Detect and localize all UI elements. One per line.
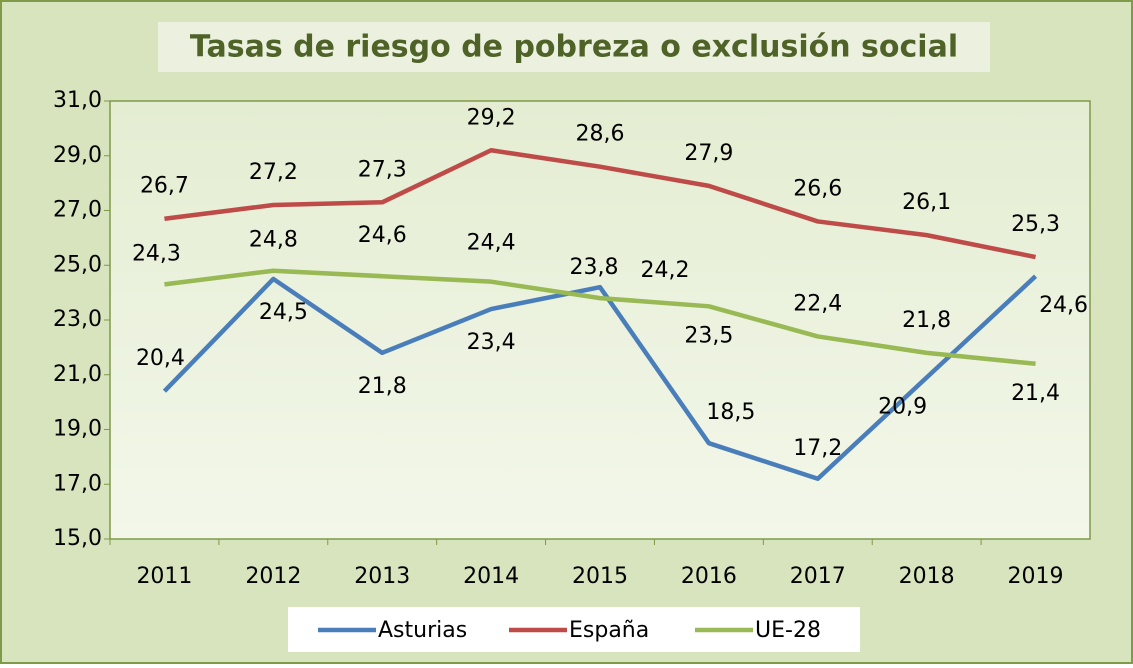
data-label: 26,1 xyxy=(902,190,951,215)
data-label: 20,9 xyxy=(878,394,927,419)
data-label: 23,8 xyxy=(570,255,619,280)
data-label: 17,2 xyxy=(793,436,842,461)
x-tick-label: 2016 xyxy=(681,564,737,589)
data-label: 24,6 xyxy=(358,223,407,248)
plot-area xyxy=(109,100,1091,540)
y-tick-label: 25,0 xyxy=(53,252,102,277)
x-tick-label: 2017 xyxy=(790,564,846,589)
data-label: 20,4 xyxy=(136,346,185,371)
data-label: 27,3 xyxy=(358,157,407,182)
data-label: 24,6 xyxy=(1039,293,1088,318)
series-line xyxy=(164,268,1036,367)
data-label: 21,8 xyxy=(902,308,951,333)
x-tick-label: 2018 xyxy=(899,564,955,589)
legend-label: Asturias xyxy=(378,618,467,643)
data-label: 29,2 xyxy=(467,105,516,130)
x-tick-label: 2014 xyxy=(463,564,519,589)
legend-label: España xyxy=(569,618,649,643)
legend-box xyxy=(288,607,860,652)
data-label: 24,3 xyxy=(132,241,181,266)
data-label: 22,4 xyxy=(793,291,842,316)
data-label: 25,3 xyxy=(1011,212,1060,237)
data-label: 27,9 xyxy=(684,141,733,166)
data-label: 24,5 xyxy=(259,300,308,325)
data-label: 21,8 xyxy=(358,374,407,399)
x-tick-label: 2011 xyxy=(136,564,192,589)
data-label: 23,4 xyxy=(467,330,516,355)
y-tick-label: 31,0 xyxy=(53,88,102,113)
data-label: 26,6 xyxy=(793,176,842,201)
y-tick-label: 29,0 xyxy=(53,143,102,168)
data-label: 21,4 xyxy=(1011,381,1060,406)
series-line xyxy=(162,274,1038,482)
y-tick-label: 19,0 xyxy=(53,417,102,442)
data-label: 27,2 xyxy=(249,160,298,185)
title-box xyxy=(158,22,990,72)
x-tick-label: 2013 xyxy=(354,564,410,589)
chart-body: 15,0 17,0 19,0 21,0 23,0 25,0 27,0 29,0 31,0 2011… xyxy=(53,88,1088,643)
y-tick-label: 21,0 xyxy=(53,362,102,387)
data-label: 24,8 xyxy=(249,228,298,253)
y-tick-label: 15,0 xyxy=(53,526,102,551)
y-tick-label: 17,0 xyxy=(53,471,102,496)
data-label: 23,5 xyxy=(684,323,733,348)
data-label: 28,6 xyxy=(576,122,625,147)
chart-title: Tasas de riesgo de pobreza o exclusión s… xyxy=(190,30,958,65)
x-tick-label: 2012 xyxy=(245,564,301,589)
data-label: 24,2 xyxy=(641,258,690,283)
x-tick-label: 2015 xyxy=(572,564,628,589)
data-label: 26,7 xyxy=(140,174,189,199)
y-tick-label: 23,0 xyxy=(53,307,102,332)
legend-label: UE-28 xyxy=(755,618,821,643)
y-tick-label: 27,0 xyxy=(53,198,102,223)
x-tick-label: 2019 xyxy=(1008,564,1064,589)
data-label: 18,5 xyxy=(706,400,755,425)
series-line xyxy=(164,148,1037,260)
data-label: 24,4 xyxy=(467,231,516,256)
